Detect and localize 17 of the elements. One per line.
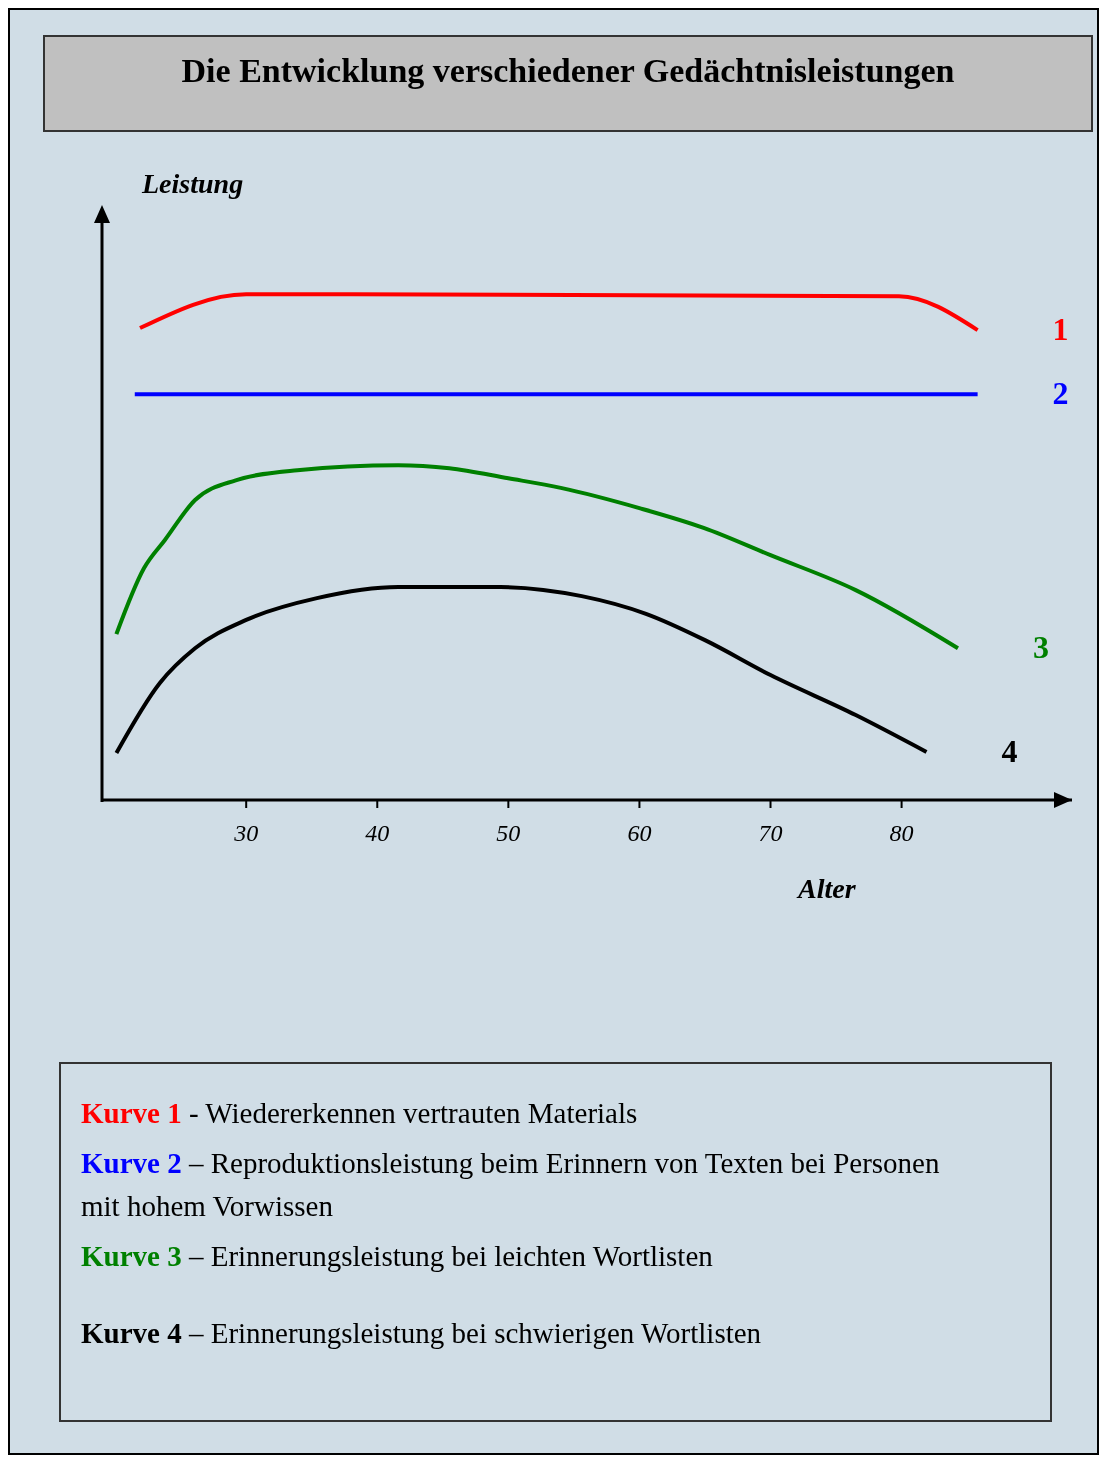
x-tick-label: 70 [758, 820, 783, 847]
text: Kurve 2 – Reproduktionsleistung beim Erinnern von Texten bei Personen mit hohem Vorwissen [81, 1145, 941, 1224]
y-axis-title: Leistung [142, 168, 244, 200]
x-tick-label: 40 [365, 820, 390, 847]
text: 2 [1052, 375, 1069, 412]
text: Kurve 4 – Erinnerungsleistung bei schwierigen Wortlisten [81, 1316, 763, 1351]
x-tick-label: 50 [496, 820, 521, 847]
text: 3 [1032, 629, 1049, 666]
text: Kurve 3 – Erinnerungsleistung bei leichten Wortlisten [81, 1238, 714, 1274]
x-tick-label: 30 [233, 820, 259, 847]
chart-title: Die Entwicklung verschiedener Gedächtnisleistungen [43, 35, 1093, 132]
text: 4 [1001, 732, 1018, 769]
text: 1 [1052, 311, 1069, 348]
x-tick-label: 60 [627, 820, 652, 847]
x-axis-title: Alter [798, 873, 856, 905]
text: Kurve 1 - Wiedererkennen vertrauten Materials [81, 1096, 639, 1131]
x-tick-label: 80 [889, 820, 914, 847]
